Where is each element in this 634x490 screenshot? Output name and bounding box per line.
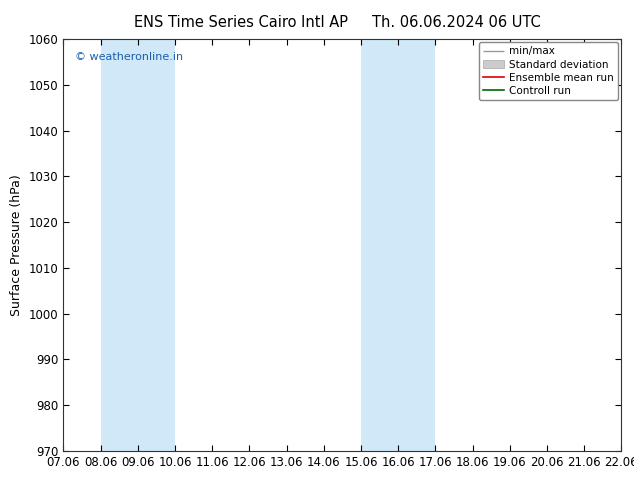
Text: ENS Time Series Cairo Intl AP: ENS Time Series Cairo Intl AP: [134, 15, 348, 30]
Text: © weatheronline.in: © weatheronline.in: [75, 51, 183, 62]
Text: Th. 06.06.2024 06 UTC: Th. 06.06.2024 06 UTC: [372, 15, 541, 30]
Legend: min/max, Standard deviation, Ensemble mean run, Controll run: min/max, Standard deviation, Ensemble me…: [479, 42, 618, 100]
Bar: [101, 39, 175, 451]
Y-axis label: Surface Pressure (hPa): Surface Pressure (hPa): [10, 174, 23, 316]
Bar: [621, 39, 634, 451]
Bar: [361, 39, 436, 451]
